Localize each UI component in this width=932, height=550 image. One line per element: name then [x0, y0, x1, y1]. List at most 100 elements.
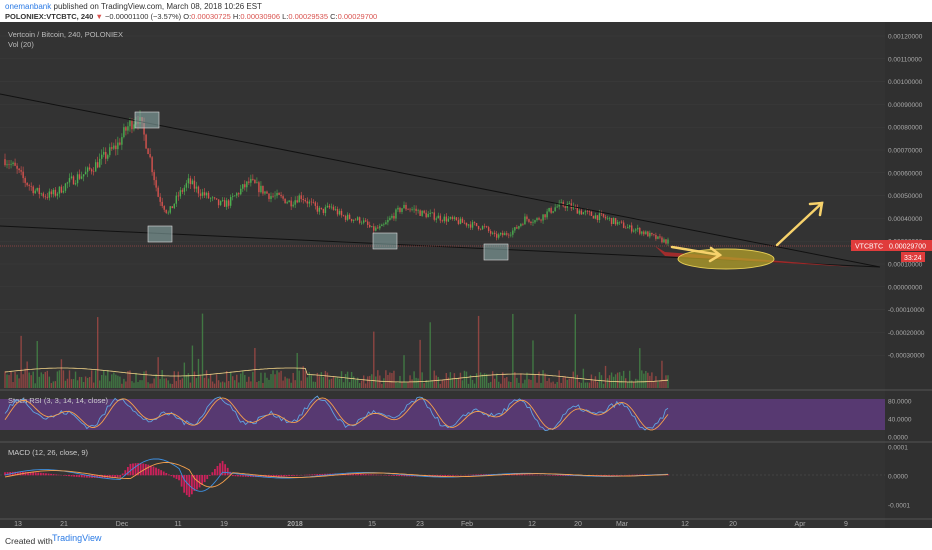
macd-hist-bar — [34, 472, 37, 476]
volume-bar — [516, 377, 518, 388]
published-text: published on TradingView.com, March 08, … — [53, 2, 262, 11]
support-box-1[interactable] — [134, 111, 160, 129]
volume-bar — [256, 382, 258, 388]
support-box-3[interactable] — [372, 232, 398, 250]
candle-body — [105, 151, 107, 159]
volume-bar — [227, 381, 230, 388]
volume-bar — [101, 375, 103, 388]
candle-body — [223, 200, 226, 207]
macd-hist-bar — [633, 474, 636, 476]
candle-body — [74, 183, 77, 185]
candle-body — [219, 201, 222, 206]
volume-bar — [354, 379, 357, 388]
volume-bar — [193, 371, 196, 388]
candle-body — [52, 189, 55, 195]
volume-bar — [195, 378, 198, 388]
macd-hist-bar — [357, 473, 360, 476]
macd-hist-bar — [47, 473, 50, 476]
candle-body — [552, 211, 554, 213]
volume-bar — [121, 383, 123, 388]
volume-bar — [80, 377, 83, 388]
chart-canvas[interactable]: Vertcoin / Bitcoin, 240, POLONIEX Vol (2… — [0, 22, 932, 528]
candle-body — [473, 222, 476, 224]
candle-body — [181, 190, 184, 192]
author-link[interactable]: onemanbank — [5, 2, 52, 11]
support-box-4[interactable] — [483, 243, 509, 261]
volume-bar — [300, 380, 302, 388]
volume-bar — [481, 374, 484, 388]
macd-hist-bar — [231, 475, 234, 477]
volume-bar — [403, 355, 405, 388]
candle-body — [608, 218, 611, 219]
macd-hist-bar — [283, 475, 285, 477]
candle-body — [18, 168, 20, 171]
macd-hist-bar — [321, 473, 324, 476]
x-tick-label: 2018 — [287, 521, 303, 528]
candle-body — [221, 200, 224, 202]
volume-bar — [165, 378, 167, 388]
candle-body — [99, 158, 101, 168]
candle-body — [546, 211, 548, 218]
candle-body — [550, 208, 552, 213]
candle-body — [177, 195, 180, 197]
candle-body — [411, 209, 413, 210]
candle-body — [592, 215, 595, 219]
volume-bar — [502, 372, 504, 388]
candle-body — [8, 164, 10, 165]
low-label: L: — [282, 12, 289, 21]
candle-body — [157, 187, 159, 197]
candle-body — [514, 227, 516, 231]
candle-body — [16, 165, 18, 169]
macd-hist-bar — [559, 475, 562, 476]
candle-body — [76, 174, 79, 184]
volume-bar — [260, 372, 262, 388]
candle-body — [649, 232, 651, 237]
volume-bar — [457, 377, 460, 388]
target-ellipse[interactable] — [677, 248, 775, 270]
candle-body — [189, 178, 192, 185]
macd-hist-bar — [55, 474, 58, 476]
macd-hist-bar — [603, 475, 605, 476]
macd-hist-bar — [111, 475, 114, 478]
volume-bar — [113, 372, 115, 388]
open-label: O: — [183, 12, 192, 21]
volume-bar — [522, 383, 524, 388]
macd-hist-bar — [306, 474, 308, 476]
candle-body — [230, 197, 232, 206]
volume-bar — [26, 361, 28, 388]
candle-body — [582, 212, 585, 215]
candle-body — [461, 218, 464, 223]
candle-body — [68, 178, 71, 183]
candle-body — [20, 170, 22, 172]
volume-bar — [62, 370, 65, 388]
macd-hist-bar — [185, 475, 188, 496]
volume-legend: Vol (20) — [8, 40, 34, 49]
volume-bar — [518, 382, 520, 388]
volume-bar — [363, 375, 365, 388]
volume-bar — [592, 380, 595, 388]
x-tick-label: 19 — [220, 521, 228, 528]
support-box-2[interactable] — [147, 225, 173, 243]
candle-body — [66, 182, 69, 184]
macd-hist-bar — [247, 475, 250, 477]
candle-body — [618, 221, 621, 223]
volume-bar — [264, 372, 266, 388]
volume-bar — [443, 380, 446, 388]
macd-hist-bar — [308, 474, 311, 476]
volume-bar — [336, 376, 339, 388]
volume-bar — [254, 347, 256, 388]
candle-body — [288, 200, 290, 203]
volume-bar — [463, 370, 466, 388]
tradingview-logo[interactable]: TradingView — [52, 533, 102, 543]
volume-bar — [594, 376, 597, 388]
created-with-label: Created with — [5, 536, 53, 546]
volume-bar — [288, 378, 290, 388]
volume-bar — [22, 374, 24, 388]
candle-body — [215, 198, 218, 200]
volume-bar — [230, 372, 232, 388]
macd-hist-bar — [388, 475, 390, 476]
candle-body — [548, 208, 550, 212]
volume-bar — [84, 376, 87, 388]
macd-hist-bar — [126, 466, 129, 476]
candle-body — [554, 207, 556, 212]
